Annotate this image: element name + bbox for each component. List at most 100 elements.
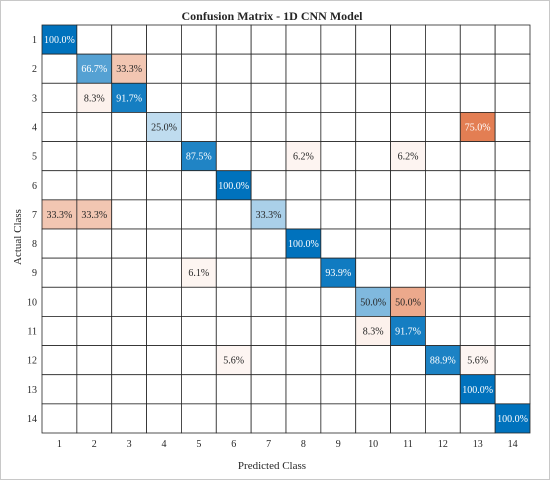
matrix-cell-empty	[494, 199, 531, 230]
matrix-cell-empty	[285, 199, 322, 230]
x-tick-13: 13	[473, 439, 483, 450]
cell-value-5-8: 6.2%	[293, 152, 314, 163]
matrix-cell-empty	[215, 141, 252, 172]
matrix-cell-empty	[425, 53, 461, 84]
matrix-cell-empty	[285, 403, 322, 434]
matrix-cell-empty	[111, 374, 147, 405]
matrix-cell-empty	[390, 374, 426, 405]
cell-value-9-5: 6.1%	[188, 268, 209, 279]
matrix-cell-empty	[390, 345, 426, 376]
y-tick-5: 5	[32, 152, 37, 163]
matrix-cell-empty	[494, 170, 531, 201]
y-tick-13: 13	[27, 385, 37, 396]
matrix-cell-empty	[320, 170, 357, 201]
y-tick-4: 4	[32, 123, 37, 134]
matrix-cell-empty	[146, 24, 182, 55]
matrix-cell-empty	[181, 316, 217, 346]
matrix-cell-empty	[76, 112, 113, 142]
matrix-cell-empty	[494, 374, 531, 405]
y-tick-1: 1	[32, 35, 37, 46]
matrix-cell-empty	[76, 141, 113, 172]
matrix-cell-6-6	[215, 170, 252, 201]
matrix-cell-empty	[320, 403, 357, 434]
matrix-cell-empty	[459, 286, 496, 317]
matrix-cell-empty	[250, 228, 287, 259]
matrix-cell-empty	[111, 199, 147, 230]
matrix-cell-empty	[425, 82, 461, 113]
matrix-cell-empty	[320, 24, 357, 55]
x-axis-label: Predicted Class	[238, 460, 306, 472]
x-tick-2: 2	[92, 439, 97, 450]
matrix-cell-empty	[425, 374, 461, 405]
matrix-cell-empty	[285, 53, 322, 84]
matrix-cell-empty	[181, 374, 217, 405]
matrix-cell-empty	[215, 374, 252, 405]
matrix-cell-empty	[146, 82, 182, 113]
matrix-cell-empty	[181, 112, 217, 142]
matrix-cell-empty	[76, 170, 113, 201]
matrix-cell-empty	[41, 82, 78, 113]
matrix-cell-empty	[285, 286, 322, 317]
cell-value-2-3: 33.3%	[116, 64, 142, 75]
matrix-cell-empty	[215, 112, 252, 142]
y-tick-6: 6	[32, 181, 37, 192]
cell-value-5-11: 6.2%	[398, 152, 419, 163]
matrix-cell-empty	[41, 403, 78, 434]
cell-value-12-6: 5.6%	[223, 356, 244, 367]
matrix-cell-empty	[390, 199, 426, 230]
matrix-cell-4-4	[146, 112, 182, 142]
matrix-cell-empty	[425, 228, 461, 259]
cell-value-4-13: 75.0%	[465, 123, 491, 134]
cell-value-7-7: 33.3%	[256, 210, 282, 221]
matrix-cell-empty	[355, 345, 391, 376]
matrix-cell-empty	[111, 257, 147, 288]
matrix-cell-empty	[181, 345, 217, 376]
cell-value-10-11: 50.0%	[395, 297, 421, 308]
matrix-cell-empty	[390, 403, 426, 434]
matrix-cell-empty	[41, 112, 78, 142]
matrix-cell-empty	[459, 24, 496, 55]
matrix-cell-empty	[390, 170, 426, 201]
matrix-cell-empty	[181, 82, 217, 113]
matrix-cell-empty	[459, 257, 496, 288]
x-tick-5: 5	[196, 439, 201, 450]
x-tick-12: 12	[438, 439, 448, 450]
matrix-cell-empty	[76, 345, 113, 376]
matrix-cell-empty	[285, 374, 322, 405]
matrix-cell-empty	[181, 228, 217, 259]
cell-value-8-8: 100.0%	[288, 239, 319, 250]
matrix-cell-empty	[320, 112, 357, 142]
matrix-cell-empty	[181, 403, 217, 434]
matrix-cell-empty	[425, 170, 461, 201]
matrix-cell-empty	[41, 286, 78, 317]
y-tick-10: 10	[27, 297, 37, 308]
matrix-cell-empty	[111, 316, 147, 346]
y-tick-14: 14	[27, 414, 37, 425]
y-tick-11: 11	[27, 327, 37, 338]
matrix-cell-empty	[494, 286, 531, 317]
matrix-cell-empty	[320, 199, 357, 230]
matrix-cell-empty	[355, 374, 391, 405]
cell-value-2-2: 66.7%	[81, 64, 107, 75]
matrix-cell-empty	[215, 228, 252, 259]
matrix-cell-empty	[181, 53, 217, 84]
x-tick-14: 14	[508, 439, 518, 450]
matrix-cell-9-5	[181, 257, 217, 288]
matrix-cell-empty	[494, 316, 531, 346]
matrix-cell-empty	[355, 403, 391, 434]
matrix-cell-empty	[390, 53, 426, 84]
cell-value-14-14: 100.0%	[497, 414, 528, 425]
x-tick-6: 6	[231, 439, 236, 450]
matrix-cell-7-1	[41, 199, 78, 230]
matrix-cell-12-6	[215, 345, 252, 376]
matrix-cell-empty	[425, 316, 461, 346]
matrix-cell-empty	[355, 257, 391, 288]
matrix-cell-empty	[146, 286, 182, 317]
matrix-cell-empty	[390, 257, 426, 288]
x-tick-7: 7	[266, 439, 271, 450]
matrix-grid: 100.0% 66.7% 33.3% 8.3% 91.7% 25.0% 75.0% 87.5%…	[41, 24, 531, 434]
matrix-cell-empty	[320, 53, 357, 84]
matrix-cell-empty	[250, 316, 287, 346]
y-tick-2: 2	[32, 64, 37, 75]
